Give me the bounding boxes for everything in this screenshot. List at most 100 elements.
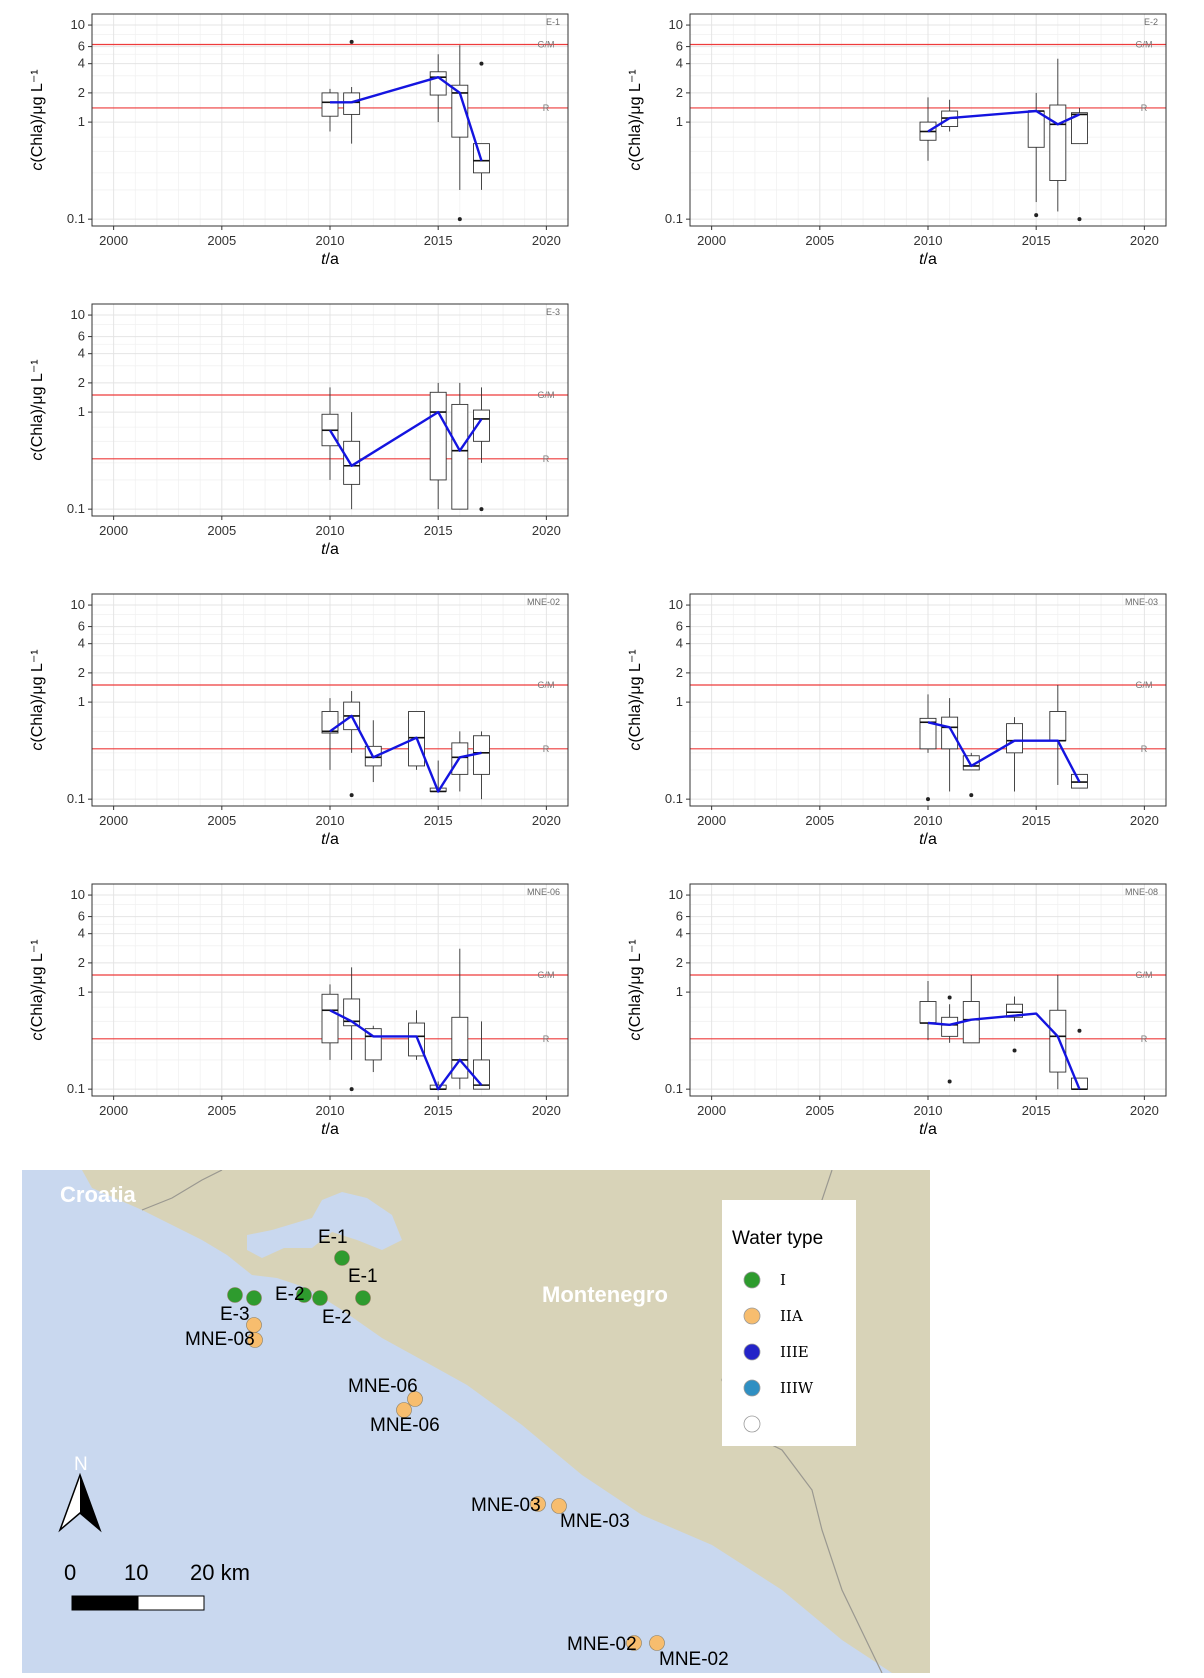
y-axis-title: c(Chla)/μg L⁻¹: [627, 69, 644, 170]
x-tick-label: 2005: [207, 233, 236, 248]
x-tick-label: 2005: [805, 233, 834, 248]
y-tick-label: 4: [676, 636, 683, 651]
box-iqr: [451, 403, 469, 510]
legend-swatch: [743, 1415, 761, 1433]
box-plot: [343, 86, 361, 144]
box-iqr: [919, 1001, 937, 1024]
box-plot: [919, 694, 937, 753]
site-marker: [355, 1290, 371, 1306]
legend-swatch: [743, 1343, 761, 1361]
reference-line-label: G/M: [538, 970, 555, 980]
reference-line-label: G/M: [1136, 970, 1153, 980]
scale-bar-black: [71, 1595, 139, 1611]
panel-tag: MNE-02: [527, 597, 560, 607]
y-tick-label: 1: [78, 404, 85, 419]
y-tick-label: 0.1: [67, 791, 85, 806]
x-tick-label: 2015: [424, 1103, 453, 1118]
box-iqr: [473, 409, 490, 442]
chart-svg: 2000 2005 2010 2015 2020 0.1 1 2 4 6 10 G/M R MNE-02 t…: [29, 593, 569, 848]
plot-border: [91, 13, 569, 227]
x-tick-label: 2010: [316, 813, 345, 828]
chart-svg: 2000 2005 2010 2015 2020 0.1 1 2 4 6 10 G/M R E-3 t/a c…: [29, 303, 569, 558]
scale-bar-white: [137, 1595, 205, 1611]
x-tick-label: 2000: [697, 1103, 726, 1118]
box-iqr: [321, 711, 339, 734]
scale-label-10: 10: [124, 1560, 148, 1585]
x-tick-label: 2015: [424, 233, 453, 248]
x-tick-label: 2000: [697, 233, 726, 248]
chart-svg: 2000 2005 2010 2015 2020 0.1 1 2 4 6 10 G/M R E-2 t/a c…: [627, 13, 1167, 268]
chart-panel-e1: 2000 2005 2010 2015 2020 0.1 1 2 4 6 10 G/M R E-1 t/a c…: [20, 8, 570, 276]
site-marker: [396, 1402, 412, 1418]
y-axis-title: c(Chla)/μg L⁻¹: [29, 69, 46, 170]
legend-swatch: [743, 1307, 761, 1325]
chart-panel-mne08: 2000 2005 2010 2015 2020 0.1 1 2 4 6 10 G/M R MNE-08 t…: [618, 878, 1168, 1146]
box-iqr: [941, 716, 959, 750]
site-marker: [312, 1290, 328, 1306]
y-tick-label: 10: [71, 17, 85, 32]
x-tick-label: 2010: [316, 523, 345, 538]
x-tick-label: 2010: [914, 813, 943, 828]
x-tick-label: 2020: [1130, 233, 1159, 248]
legend-label: I: [780, 1271, 786, 1289]
plot-border: [689, 883, 1167, 1097]
box-iqr: [1071, 112, 1088, 145]
y-tick-label: 10: [669, 597, 683, 612]
chart-panel-mne06: 2000 2005 2010 2015 2020 0.1 1 2 4 6 10 G/M R MNE-06 t…: [20, 878, 570, 1146]
legend-label: IIIE: [780, 1343, 809, 1361]
x-tick-label: 2020: [532, 233, 561, 248]
legend-box: [722, 1200, 856, 1446]
panel-tag: E-2: [1144, 17, 1158, 27]
x-tick-label: 2015: [1022, 233, 1051, 248]
x-tick-label: 2015: [1022, 813, 1051, 828]
x-tick-label: 2020: [1130, 1103, 1159, 1118]
box-plot: [321, 984, 339, 1060]
site-marker: [649, 1635, 665, 1651]
site-label: MNE-02: [567, 1634, 637, 1655]
y-axis-title: c(Chla)/μg L⁻¹: [29, 359, 46, 460]
site-marker: [334, 1250, 350, 1266]
y-tick-label: 1: [676, 694, 683, 709]
box-iqr: [429, 391, 447, 481]
plot-border: [91, 883, 569, 1097]
x-tick-label: 2015: [424, 523, 453, 538]
y-axis-title: c(Chla)/μg L⁻¹: [29, 649, 46, 750]
chart-panel-e2: 2000 2005 2010 2015 2020 0.1 1 2 4 6 10 G/M R E-2 t/a c…: [618, 8, 1168, 276]
y-tick-label: 2: [78, 375, 85, 390]
outlier-point: [1077, 1028, 1082, 1033]
y-tick-label: 6: [78, 329, 85, 344]
x-tick-label: 2010: [316, 1103, 345, 1118]
trend-line: [927, 1012, 1081, 1090]
box-iqr: [451, 84, 469, 138]
box-iqr: [429, 71, 447, 96]
y-tick-label: 2: [676, 665, 683, 680]
outlier-point: [457, 217, 462, 222]
x-tick-label: 2020: [532, 1103, 561, 1118]
y-tick-label: 1: [78, 694, 85, 709]
map-sites: E-1E-1 E-2 E-2 E-3 MNE-08 MNE-06 MNE-06 MNE-03 M…: [185, 1227, 729, 1670]
plot-border: [91, 593, 569, 807]
outlier-point: [947, 1079, 952, 1084]
site-label: E-1: [318, 1227, 348, 1248]
north-arrow-label: N: [74, 1454, 88, 1475]
box-iqr: [1006, 1003, 1023, 1018]
bay-of-kotor: [247, 1192, 402, 1258]
box-plot: [1049, 685, 1067, 785]
box-plot: [1049, 58, 1067, 212]
trend-line: [330, 75, 483, 162]
box-iqr: [343, 440, 361, 485]
trend-line: [927, 109, 1080, 133]
y-tick-label: 1: [78, 984, 85, 999]
y-tick-label: 0.1: [67, 1081, 85, 1096]
panel-tag: MNE-08: [1125, 887, 1158, 897]
outlier-point: [969, 793, 974, 798]
x-tick-label: 2005: [207, 813, 236, 828]
box-iqr: [1049, 1009, 1067, 1073]
site-map: Croatia Montenegro E-1 E-1 E-2 E-2 E-3 MNE-08…: [22, 1169, 930, 1674]
x-axis-title: t/a: [321, 831, 339, 848]
site-label: MNE-08: [185, 1329, 255, 1350]
site-label: MNE-06: [348, 1376, 418, 1397]
y-tick-label: 10: [71, 597, 85, 612]
reference-line-label: G/M: [538, 680, 555, 690]
trend-line: [329, 1009, 483, 1091]
